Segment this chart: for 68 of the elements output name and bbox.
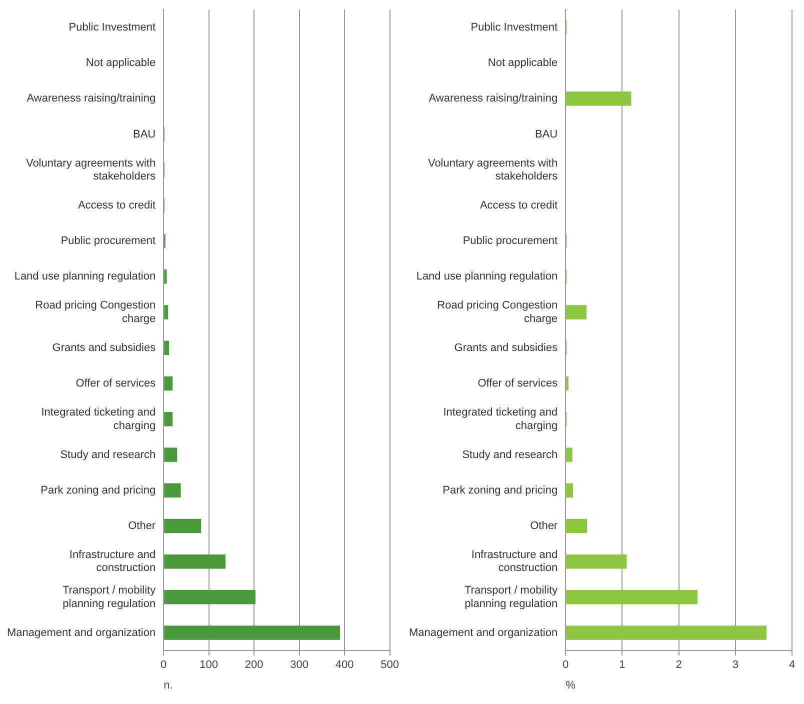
bar [566,448,572,462]
bar [164,626,340,640]
x-tick-label: 2 [676,659,682,672]
y-tick-label: Offer of services [76,378,156,390]
y-tick-label: Study and research [60,448,156,461]
x-tick-label: 500 [380,659,400,672]
y-tick-label: Offer of services [478,378,558,390]
bar [566,483,573,498]
bar [164,412,173,426]
y-tick-label: Grants and subsidies [454,342,558,354]
y-tick-label: Access to credit [480,199,558,212]
y-tick-label: Infrastructure and construction [471,549,558,574]
y-tick-label: Not applicable [86,57,156,70]
x-axis-title: % [566,679,576,692]
y-tick-label: Road pricing Congestion charge [437,300,558,325]
y-tick-label: Transport / mobility planning regulation [62,584,156,610]
bar [566,92,632,106]
x-tick-label: 300 [290,659,309,672]
bar [164,590,256,604]
y-tick-label: Access to credit [78,199,156,212]
x-tick-label: 1 [619,659,626,672]
y-tick-label: Land use planning regulation [416,270,558,283]
x-tick-label: 0 [160,659,167,672]
y-tick-label: Management and organization [6,626,156,639]
y-tick-label: Public Investment [470,21,558,34]
y-tick-label: Park zoning and pricing [442,484,558,496]
bar [566,590,698,604]
x-tick-label: 400 [335,659,354,672]
bar [164,483,181,498]
x-tick-label: 3 [732,659,738,672]
bar [566,626,767,640]
y-tick-label: BAU [132,128,156,140]
y-tick-label: Integrated ticketing and charging [443,406,558,432]
y-tick-label: Transport / mobility planning regulation [464,584,558,610]
y-tick-label: Other [530,520,558,532]
y-tick-label: Voluntary agreements with stakeholders [26,157,156,182]
x-axis-title: n. [164,679,173,692]
bar [164,305,168,320]
bar [164,270,167,284]
bar [164,554,226,569]
y-tick-label: Public Investment [68,21,156,34]
y-tick-label: Public procurement [462,235,558,248]
x-tick-label: 100 [200,659,218,672]
y-tick-label: Study and research [462,448,558,461]
y-tick-label: Management and organization [408,626,558,639]
x-tick-label: 200 [244,659,264,672]
y-tick-label: Park zoning and pricing [40,484,156,496]
y-tick-label: Grants and subsidies [52,342,156,354]
y-tick-label: Other [128,520,156,532]
bar [566,554,627,569]
bar [164,518,202,534]
y-tick-label: Awareness raising/training [26,92,156,105]
x-tick-label: 0 [562,659,569,672]
bar [164,376,173,391]
y-tick-label: Voluntary agreements with stakeholders [428,157,558,182]
bar [566,518,588,534]
bar [566,305,587,320]
y-tick-label: Road pricing Congestion charge [35,300,156,325]
bar [164,448,178,462]
y-tick-label: Infrastructure and construction [69,549,156,574]
y-tick-label: Integrated ticketing and charging [41,406,156,432]
y-tick-label: Land use planning regulation [14,270,156,283]
y-tick-label: Public procurement [60,235,156,248]
bar [164,340,170,356]
y-tick-label: Not applicable [488,57,558,70]
y-tick-label: BAU [534,128,558,140]
x-tick-label: 4 [788,659,796,672]
y-tick-label: Awareness raising/training [428,92,558,105]
